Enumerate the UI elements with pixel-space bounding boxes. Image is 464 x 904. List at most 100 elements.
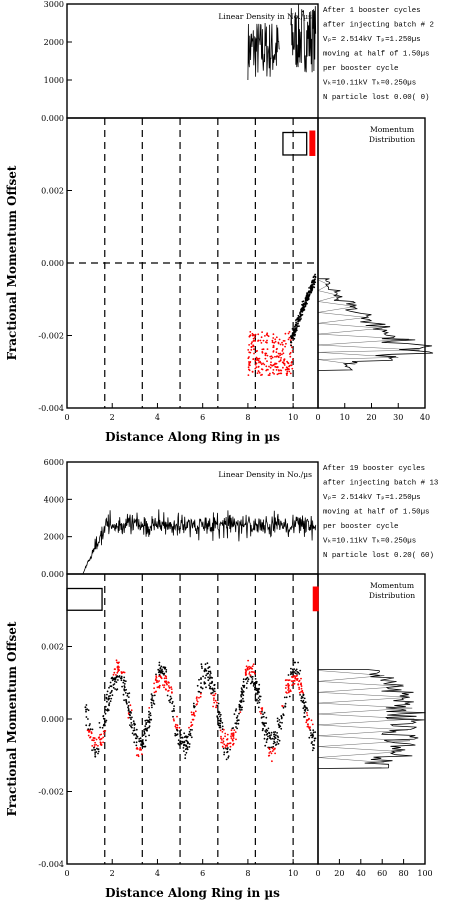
macro-particle <box>211 687 213 690</box>
macro-particle <box>221 725 224 728</box>
y-tick-label: 0.000 <box>41 259 64 268</box>
macro-particle <box>273 341 276 344</box>
macro-particle <box>224 735 227 738</box>
macro-particle <box>261 729 264 732</box>
macro-particle <box>265 365 268 368</box>
macro-particle <box>89 728 92 731</box>
macro-particle <box>112 686 115 689</box>
macro-particle <box>265 731 267 733</box>
macro-particle <box>287 682 289 685</box>
macro-particle <box>212 688 214 691</box>
macro-particle <box>203 682 206 685</box>
macro-particle <box>206 662 209 665</box>
macro-particle <box>262 722 265 725</box>
macro-particle <box>220 741 223 744</box>
macro-particle <box>133 734 135 736</box>
macro-particle <box>112 673 115 676</box>
macro-particle <box>116 666 119 668</box>
macro-particle <box>309 285 312 288</box>
macro-particle <box>252 663 255 666</box>
macro-particle <box>148 713 151 716</box>
macro-particle <box>287 689 289 691</box>
macro-particle <box>248 335 251 338</box>
macro-particle <box>213 694 216 697</box>
macro-particle <box>135 728 138 731</box>
macro-particle <box>108 702 111 704</box>
macro-particle <box>283 362 286 365</box>
macro-particle <box>277 742 280 745</box>
macro-particle <box>257 359 260 362</box>
macro-particle <box>155 676 158 679</box>
macro-particle <box>271 747 274 750</box>
simulation-info-line: after injecting batch # 2 <box>323 22 434 30</box>
macro-particle <box>97 744 99 747</box>
macro-particle <box>213 687 216 690</box>
macro-particle <box>314 731 317 733</box>
macro-particle <box>307 295 310 297</box>
macro-particle <box>306 712 308 714</box>
macro-particle <box>236 727 239 730</box>
macro-particle <box>165 677 168 680</box>
macro-particle <box>304 701 307 703</box>
macro-particle <box>287 332 290 335</box>
macro-particle <box>260 368 263 370</box>
macro-particle <box>150 698 153 701</box>
macro-particle <box>295 675 297 678</box>
macro-particle <box>254 672 256 675</box>
simulation-info-line: per booster cycle <box>323 523 398 531</box>
macro-particle <box>273 738 276 740</box>
macro-particle <box>306 714 309 717</box>
macro-particle <box>276 741 279 743</box>
simulation-info-line: Vₖ=10.11kV Tₖ=0.250µs <box>323 80 416 88</box>
macro-particle <box>276 717 279 720</box>
macro-particle <box>110 685 113 687</box>
macro-particle <box>301 701 304 703</box>
macro-particle <box>286 370 289 373</box>
macro-particle <box>257 706 260 709</box>
macro-particle <box>97 750 100 753</box>
macro-particle <box>169 698 172 701</box>
macro-particle <box>310 732 312 734</box>
macro-particle <box>229 748 232 751</box>
macro-particle <box>300 685 303 687</box>
macro-particle <box>99 734 101 736</box>
macro-particle <box>163 673 165 676</box>
macro-particle <box>294 333 296 336</box>
macro-particle <box>128 713 131 716</box>
y-tick-label: 0.002 <box>41 187 64 196</box>
macro-particle <box>221 746 224 748</box>
macro-particle <box>147 721 149 723</box>
macro-particle <box>138 738 141 740</box>
macro-particle <box>257 688 260 690</box>
macro-particle <box>90 731 93 733</box>
macro-particle <box>152 700 155 702</box>
macro-particle <box>286 372 289 375</box>
macro-particle <box>306 293 309 296</box>
macro-particle <box>305 299 307 302</box>
macro-particle <box>279 372 282 375</box>
macro-particle <box>241 688 243 691</box>
macro-particle <box>254 688 256 691</box>
macro-particle <box>158 669 161 672</box>
macro-particle <box>170 686 173 688</box>
macro-particle <box>227 756 230 759</box>
macro-particle <box>179 737 182 739</box>
macro-particle <box>211 680 214 683</box>
macro-particle <box>171 702 174 705</box>
macro-particle <box>102 717 105 720</box>
macro-particle <box>144 745 147 748</box>
macro-particle <box>216 715 219 718</box>
macro-particle <box>294 325 296 328</box>
macro-particle <box>277 738 279 741</box>
macro-particle <box>148 726 150 729</box>
macro-particle <box>178 726 181 729</box>
macro-particle <box>246 676 249 679</box>
macro-particle <box>259 362 262 364</box>
macro-particle <box>271 341 274 344</box>
macro-particle <box>91 749 93 752</box>
macro-particle <box>188 730 191 733</box>
simulation-info-line: per booster cycle <box>323 65 398 73</box>
macro-particle <box>174 725 177 728</box>
macro-particle <box>156 686 159 689</box>
macro-particle <box>304 710 307 712</box>
